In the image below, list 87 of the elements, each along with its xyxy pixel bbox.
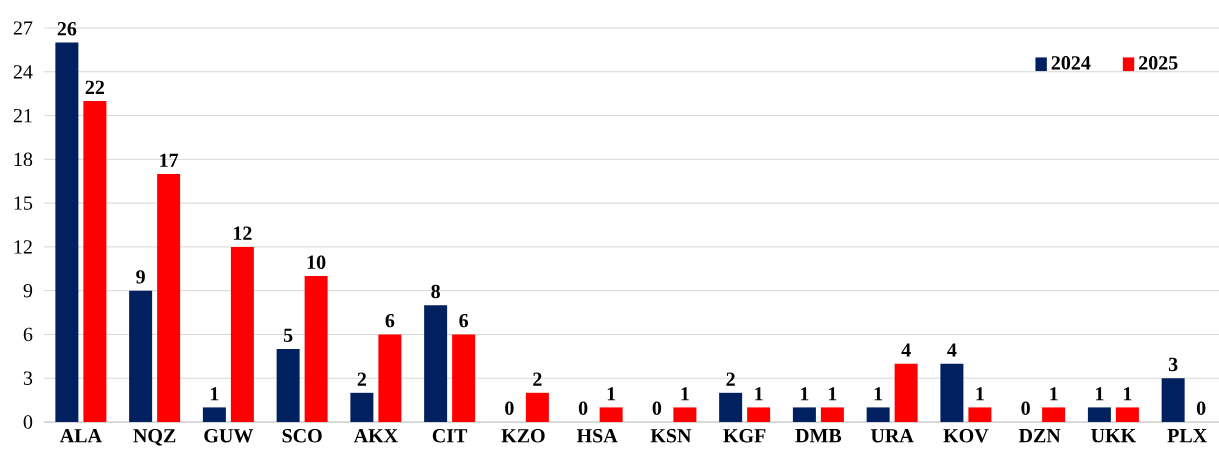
data-label: 3 <box>1168 357 1178 372</box>
y-tick-label: 0 <box>23 415 33 429</box>
data-label: 9 <box>136 270 145 284</box>
x-tick-label: SCO <box>282 429 322 443</box>
data-label: 1 <box>976 387 984 401</box>
data-label: 1 <box>607 387 616 401</box>
data-label: 1 <box>800 387 809 401</box>
data-label: 0 <box>505 401 514 415</box>
data-label: 1 <box>755 387 763 401</box>
x-tick-label: HSA <box>576 429 618 443</box>
x-tick-label: AKX <box>353 429 398 443</box>
data-label: 1 <box>874 387 883 401</box>
y-tick-label: 6 <box>23 327 33 342</box>
data-label: 22 <box>85 80 105 94</box>
x-tick-label: CIT <box>432 429 468 443</box>
x-tick-label: KGF <box>723 429 766 443</box>
data-label: 0 <box>1021 401 1030 415</box>
data-label: 1 <box>1050 387 1058 401</box>
data-label: 26 <box>57 22 77 36</box>
bar <box>350 392 374 422</box>
data-label: 2 <box>533 372 542 386</box>
legend-label: 2024 <box>1051 56 1091 70</box>
data-label: 1 <box>210 387 219 401</box>
bar <box>820 407 844 422</box>
bar <box>83 100 107 422</box>
data-label: 4 <box>947 343 957 357</box>
x-tick-label: URA <box>870 429 914 443</box>
bar <box>230 246 254 422</box>
data-label: 10 <box>307 255 326 269</box>
bar <box>1161 378 1185 422</box>
bar <box>1087 407 1111 422</box>
data-label: 1 <box>1095 387 1104 401</box>
x-tick-label: GUW <box>204 429 254 443</box>
bar <box>276 349 300 422</box>
data-label: 1 <box>1123 387 1132 401</box>
data-label: 2 <box>357 372 367 386</box>
bar <box>129 290 153 422</box>
bar <box>792 407 816 422</box>
bar <box>894 363 918 422</box>
x-tick-label: NQZ <box>133 429 176 446</box>
x-tick-label: KOV <box>943 429 989 443</box>
bar <box>673 407 697 422</box>
y-tick-label: 3 <box>23 371 33 385</box>
bar <box>424 305 448 422</box>
x-tick-label: DMB <box>795 429 842 443</box>
data-label: 1 <box>681 387 689 401</box>
bar <box>157 173 181 422</box>
data-label: 5 <box>283 328 293 342</box>
bar <box>719 392 743 422</box>
x-tick-label: ALA <box>59 429 102 443</box>
data-label: 6 <box>385 313 395 328</box>
data-label: 2 <box>726 372 735 386</box>
bar <box>304 276 328 422</box>
data-label: 4 <box>901 343 911 357</box>
bar <box>1115 407 1139 422</box>
data-label: 1 <box>828 387 837 401</box>
y-tick-label: 24 <box>13 65 33 79</box>
bar <box>940 363 964 422</box>
bar <box>55 42 79 422</box>
bar <box>968 407 992 422</box>
data-label: 0 <box>652 401 662 415</box>
data-label: 12 <box>233 226 252 240</box>
x-tick-label: UKK <box>1091 429 1137 443</box>
data-label: 6 <box>459 313 469 328</box>
x-tick-label: DZN <box>1018 429 1061 443</box>
data-label: 8 <box>431 284 440 299</box>
bar <box>747 407 771 422</box>
bar <box>452 334 476 422</box>
data-label: 17 <box>160 153 179 167</box>
y-tick-label: 9 <box>23 283 33 298</box>
x-tick-label: PLX <box>1167 429 1207 443</box>
bar <box>866 407 890 422</box>
x-tick-label: KSN <box>650 429 692 443</box>
y-tick-label: 18 <box>14 152 33 167</box>
y-tick-label: 21 <box>13 108 32 123</box>
data-label: 0 <box>578 401 588 415</box>
y-tick-label: 15 <box>14 196 33 210</box>
y-tick-label: 12 <box>14 240 32 254</box>
data-label: 0 <box>1196 401 1206 415</box>
y-tick-label: 27 <box>13 21 33 35</box>
x-tick-label: KZO <box>501 429 545 443</box>
bar <box>378 334 402 422</box>
legend-label: 2025 <box>1139 56 1178 70</box>
bar <box>202 407 226 422</box>
bar <box>599 407 623 422</box>
bar <box>1042 407 1066 422</box>
bar <box>525 392 549 422</box>
